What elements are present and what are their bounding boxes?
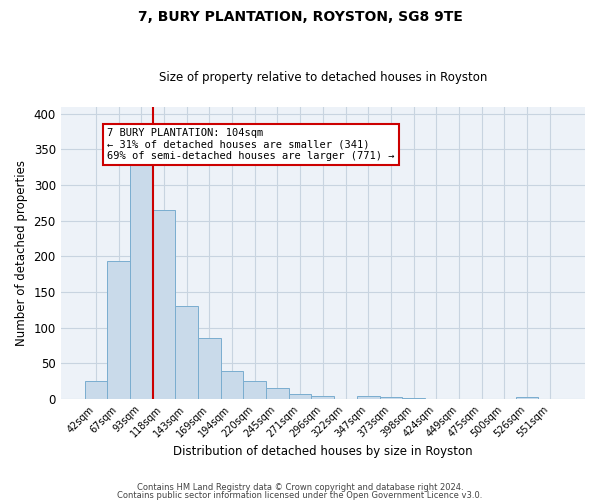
Y-axis label: Number of detached properties: Number of detached properties [15, 160, 28, 346]
Bar [311, 396, 334, 399]
Bar [107, 262, 130, 399]
Bar [221, 372, 244, 399]
Bar [198, 338, 221, 399]
Bar [289, 394, 311, 399]
Bar [175, 306, 198, 399]
Bar [130, 164, 152, 399]
X-axis label: Distribution of detached houses by size in Royston: Distribution of detached houses by size … [173, 444, 473, 458]
Text: Contains HM Land Registry data © Crown copyright and database right 2024.: Contains HM Land Registry data © Crown c… [137, 484, 463, 492]
Bar [516, 397, 538, 399]
Bar [85, 382, 107, 399]
Bar [357, 396, 380, 399]
Bar [244, 382, 266, 399]
Bar [266, 388, 289, 399]
Bar [402, 398, 425, 399]
Text: Contains public sector information licensed under the Open Government Licence v3: Contains public sector information licen… [118, 490, 482, 500]
Text: 7, BURY PLANTATION, ROYSTON, SG8 9TE: 7, BURY PLANTATION, ROYSTON, SG8 9TE [137, 10, 463, 24]
Bar [152, 210, 175, 399]
Title: Size of property relative to detached houses in Royston: Size of property relative to detached ho… [158, 72, 487, 85]
Text: 7 BURY PLANTATION: 104sqm
← 31% of detached houses are smaller (341)
69% of semi: 7 BURY PLANTATION: 104sqm ← 31% of detac… [107, 128, 395, 161]
Bar [380, 397, 402, 399]
